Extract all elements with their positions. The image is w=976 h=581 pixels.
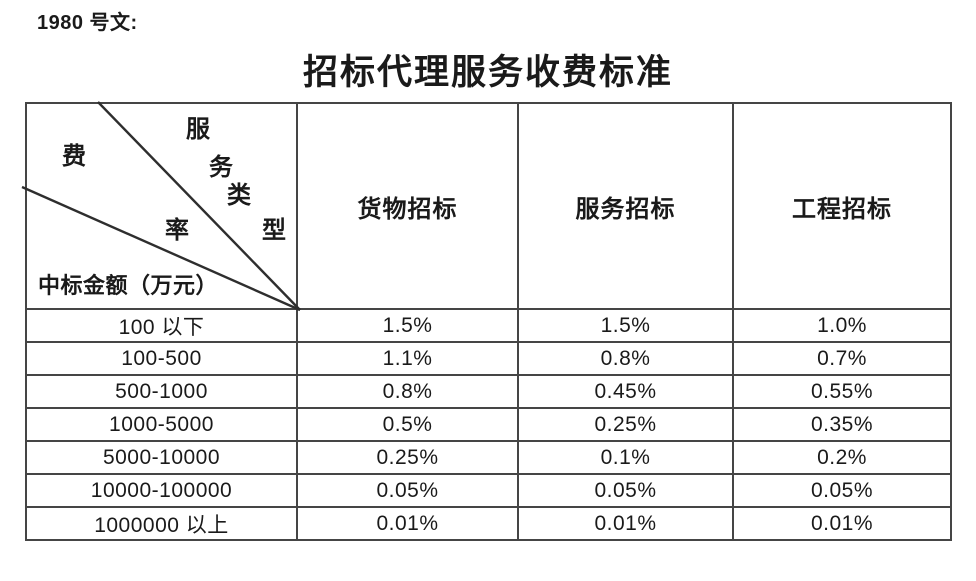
rate-cell: 0.7% xyxy=(732,341,952,376)
column-header-engineering: 工程招标 xyxy=(732,102,952,310)
corner-label-fee-char: 费 xyxy=(62,144,86,170)
corner-label-rate-char: 率 xyxy=(165,218,189,244)
rate-cell: 0.25% xyxy=(296,440,519,475)
rate-cell: 0.05% xyxy=(732,473,952,508)
rate-cell: 0.05% xyxy=(517,473,734,508)
table-row: 500-1000 0.8% 0.45% 0.55% xyxy=(25,374,952,409)
rate-cell: 0.35% xyxy=(732,407,952,442)
amount-range-cell: 1000000 以上 xyxy=(25,506,298,541)
table-row: 100 以下 1.5% 1.5% 1.0% xyxy=(25,308,952,343)
table-row: 1000-5000 0.5% 0.25% 0.35% xyxy=(25,407,952,442)
rate-cell: 0.2% xyxy=(732,440,952,475)
rate-cell: 0.25% xyxy=(517,407,734,442)
rate-cell: 0.05% xyxy=(296,473,519,508)
amount-range-cell: 100 以下 xyxy=(25,308,298,343)
column-header-services: 服务招标 xyxy=(517,102,734,310)
table-row: 10000-100000 0.05% 0.05% 0.05% xyxy=(25,473,952,508)
page-title: 招标代理服务收费标准 xyxy=(302,53,673,92)
rate-cell: 0.1% xyxy=(517,440,734,475)
corner-cell: 费 率 服 务 类 型 中标金额（万元） xyxy=(21,101,301,312)
rate-cell: 0.01% xyxy=(296,506,519,541)
table-row: 1000000 以上 0.01% 0.01% 0.01% xyxy=(25,506,952,541)
rate-cell: 0.8% xyxy=(517,341,734,376)
amount-axis-label: 中标金额（万元） xyxy=(38,273,219,298)
rate-cell: 0.5% xyxy=(296,407,519,442)
column-header-goods: 货物招标 xyxy=(296,102,519,310)
corner-label-service-char: 服 xyxy=(186,117,210,143)
corner-label-service-char: 务 xyxy=(209,155,233,181)
rate-cell: 1.1% xyxy=(296,341,519,376)
rate-cell: 1.5% xyxy=(517,308,734,343)
header-row: 费 率 服 务 类 型 中标金额（万元） 货物招标 服务招标 工程招标 xyxy=(21,101,952,312)
amount-range-cell: 100-500 xyxy=(25,341,298,376)
rate-cell: 1.5% xyxy=(296,308,519,343)
amount-range-cell: 5000-10000 xyxy=(25,440,298,475)
diagonal-divider-lines xyxy=(21,101,301,312)
table-row: 5000-10000 0.25% 0.1% 0.2% xyxy=(25,440,952,475)
rate-cell: 1.0% xyxy=(732,308,952,343)
rate-cell: 0.01% xyxy=(732,506,952,541)
amount-range-cell: 10000-100000 xyxy=(25,473,298,508)
amount-range-cell: 500-1000 xyxy=(25,374,298,409)
doc-number: 1980 号文: xyxy=(37,12,138,34)
fee-standard-table: 费 率 服 务 类 型 中标金额（万元） 货物招标 服务招标 工程招标 100 … xyxy=(21,101,952,541)
corner-label-service-char: 类 xyxy=(227,183,251,209)
rate-cell: 0.55% xyxy=(732,374,952,409)
corner-label-service-char: 型 xyxy=(262,218,286,244)
table-row: 100-500 1.1% 0.8% 0.7% xyxy=(25,341,952,376)
rate-cell: 0.01% xyxy=(517,506,734,541)
rate-cell: 0.8% xyxy=(296,374,519,409)
rate-cell: 0.45% xyxy=(517,374,734,409)
amount-range-cell: 1000-5000 xyxy=(25,407,298,442)
